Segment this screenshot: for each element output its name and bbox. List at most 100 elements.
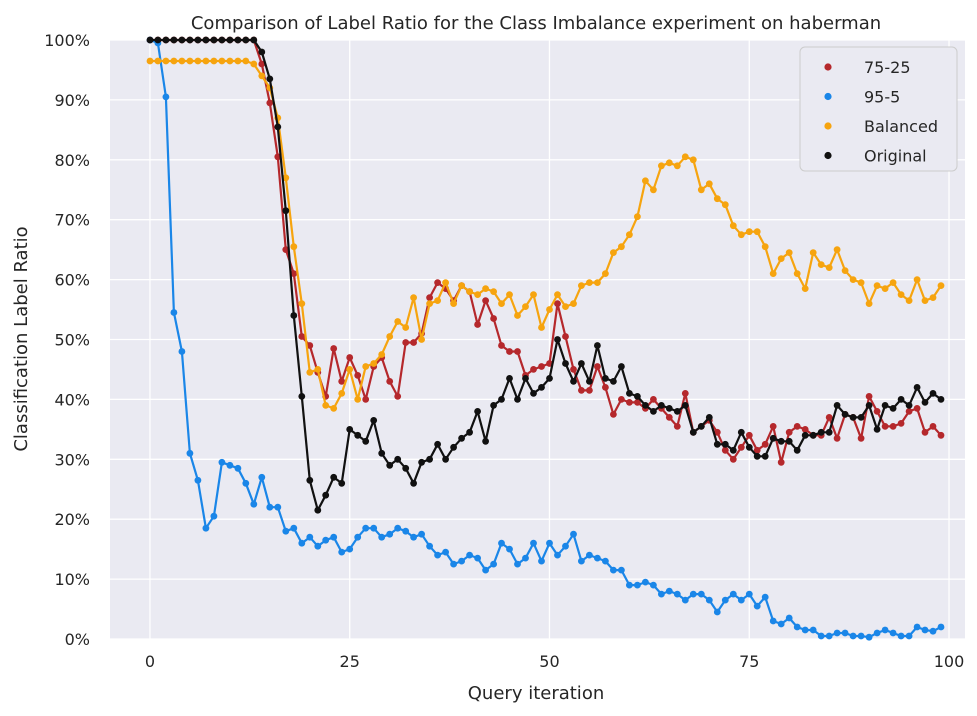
series-original xyxy=(146,36,945,514)
data-point-balanced xyxy=(817,261,825,268)
data-point-75-25 xyxy=(801,426,809,433)
data-point-95-5 xyxy=(634,581,641,589)
data-point-95-5 xyxy=(226,461,234,469)
data-point-balanced xyxy=(761,243,769,251)
data-point-balanced xyxy=(282,174,290,182)
data-point-75-25 xyxy=(737,443,745,451)
data-point-95-5 xyxy=(913,623,921,631)
data-point-balanced xyxy=(386,333,394,340)
data-point-balanced xyxy=(745,228,753,236)
data-point-original xyxy=(394,455,402,463)
data-point-75-25 xyxy=(282,246,290,254)
data-point-balanced xyxy=(330,405,338,412)
data-point-balanced xyxy=(154,57,162,65)
data-point-original xyxy=(346,426,354,433)
legend-marker xyxy=(824,151,832,160)
data-point-95-5 xyxy=(785,614,793,622)
y-tick-label: 90% xyxy=(54,91,90,110)
data-point-original xyxy=(266,75,274,83)
data-point-95-5 xyxy=(282,527,290,535)
data-point-original xyxy=(322,491,330,499)
data-point-95-5 xyxy=(921,626,929,634)
data-point-95-5 xyxy=(793,623,801,631)
data-point-75-25 xyxy=(578,387,585,394)
data-point-95-5 xyxy=(418,530,425,538)
data-point-balanced xyxy=(849,276,857,283)
data-point-balanced xyxy=(370,360,378,367)
data-point-75-25 xyxy=(873,408,881,415)
data-point-original xyxy=(314,506,322,514)
data-point-original xyxy=(809,431,817,439)
data-point-balanced xyxy=(929,294,937,301)
data-point-original xyxy=(865,402,873,409)
data-point-75-25 xyxy=(338,378,346,385)
data-point-balanced xyxy=(937,282,945,289)
data-point-original xyxy=(234,36,242,44)
y-tick-label: 100% xyxy=(44,31,90,50)
data-point-95-5 xyxy=(370,524,378,532)
y-axis-label: Classification Label Ratio xyxy=(11,226,32,451)
y-tick-label: 10% xyxy=(54,570,90,589)
data-point-balanced xyxy=(306,369,314,376)
data-point-original xyxy=(210,36,218,44)
data-point-95-5 xyxy=(242,479,250,487)
data-point-balanced xyxy=(354,396,362,403)
data-point-75-25 xyxy=(665,414,673,421)
data-point-balanced xyxy=(777,255,785,262)
data-point-balanced xyxy=(546,306,553,313)
data-point-original xyxy=(650,408,657,415)
data-point-95-5 xyxy=(586,551,593,559)
data-point-balanced xyxy=(234,57,242,65)
data-point-balanced xyxy=(450,300,457,307)
data-point-original xyxy=(905,402,913,409)
y-tick-label: 80% xyxy=(54,151,90,170)
data-point-75-25 xyxy=(793,423,801,430)
data-point-95-5 xyxy=(697,590,705,598)
data-point-balanced xyxy=(322,402,330,409)
data-point-balanced xyxy=(921,297,929,304)
y-tick-label: 70% xyxy=(54,211,90,230)
data-point-95-5 xyxy=(378,533,386,541)
data-point-95-5 xyxy=(817,632,825,640)
data-point-95-5 xyxy=(881,626,889,634)
data-point-balanced xyxy=(554,291,561,298)
data-point-75-25 xyxy=(498,342,505,349)
data-point-75-25 xyxy=(618,396,625,403)
data-point-balanced xyxy=(634,213,641,221)
data-point-balanced xyxy=(785,249,793,256)
data-point-balanced xyxy=(705,180,713,188)
data-point-original xyxy=(194,36,202,44)
data-point-95-5 xyxy=(705,596,713,604)
data-point-original xyxy=(713,440,721,448)
series-line-original xyxy=(150,38,942,512)
data-point-original xyxy=(594,342,601,349)
data-point-original xyxy=(610,378,617,385)
data-point-original xyxy=(186,36,194,44)
data-point-balanced xyxy=(418,336,425,343)
legend: 75-25 95-5 Balanced Original xyxy=(799,46,958,172)
data-point-original xyxy=(793,446,801,454)
data-point-95-5 xyxy=(841,629,849,637)
data-point-balanced xyxy=(697,186,705,194)
data-point-balanced xyxy=(314,366,322,373)
data-point-95-5 xyxy=(546,539,553,547)
data-point-balanced xyxy=(258,72,266,80)
data-point-original xyxy=(769,434,777,442)
data-point-balanced xyxy=(522,303,529,310)
data-point-original xyxy=(825,428,833,436)
data-point-balanced xyxy=(865,300,873,307)
data-point-95-5 xyxy=(929,627,937,635)
data-point-original xyxy=(546,375,553,382)
data-point-75-25 xyxy=(602,384,609,391)
data-point-75-25 xyxy=(769,423,777,430)
data-point-95-5 xyxy=(650,581,657,589)
data-point-original xyxy=(386,461,394,469)
data-point-original xyxy=(705,414,713,421)
data-point-balanced xyxy=(881,285,889,292)
data-point-balanced xyxy=(162,57,170,65)
data-point-original xyxy=(282,207,290,215)
data-point-original xyxy=(178,36,186,44)
data-point-original xyxy=(490,402,497,409)
data-point-balanced xyxy=(442,279,449,286)
